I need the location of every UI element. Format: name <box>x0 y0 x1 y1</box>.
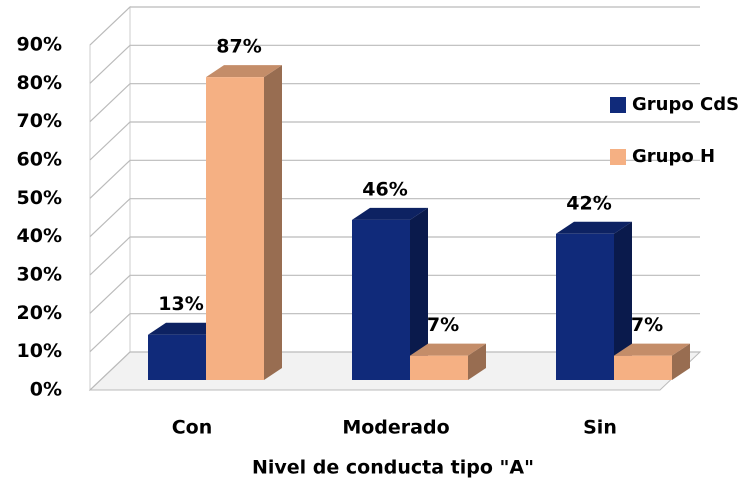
bar <box>614 355 672 380</box>
bar <box>352 219 410 380</box>
grid-line <box>89 198 700 238</box>
bar-side <box>614 221 632 380</box>
bar-top <box>352 207 428 220</box>
value-label: 13% <box>158 293 203 315</box>
y-tick-label: 60% <box>17 149 62 171</box>
x-tick-label: Con <box>172 417 213 439</box>
bar-top <box>148 322 224 335</box>
bar <box>410 355 468 380</box>
value-label: 7% <box>631 314 663 336</box>
grid-line <box>89 83 700 123</box>
grid-line <box>89 274 700 314</box>
bar-top <box>556 221 632 234</box>
x-tick-label: Sin <box>583 417 617 439</box>
bar-top <box>614 343 690 356</box>
bar-top <box>410 343 486 356</box>
bar <box>206 77 264 380</box>
y-tick-label: 0% <box>30 379 62 401</box>
bar <box>556 233 614 380</box>
x-axis-title: Nivel de conducta tipo "A" <box>252 457 534 479</box>
y-tick-label: 10% <box>17 340 62 362</box>
y-tick-label: 80% <box>17 72 62 94</box>
grid-line <box>89 351 700 391</box>
y-tick-label: 30% <box>17 264 62 286</box>
legend-label: Grupo CdS <box>632 94 739 115</box>
y-tick-label: 20% <box>17 302 62 324</box>
legend-label: Grupo H <box>632 146 715 167</box>
grid-line <box>89 6 700 46</box>
y-tick-label: 70% <box>17 110 62 132</box>
y-tick-label: 90% <box>17 34 62 56</box>
value-label: 42% <box>566 192 611 214</box>
value-label: 7% <box>427 314 459 336</box>
y-tick-label: 40% <box>17 225 62 247</box>
grid-line <box>89 236 700 276</box>
legend-swatch <box>610 149 626 165</box>
y-tick-label: 50% <box>17 187 62 209</box>
grid-line <box>89 159 700 199</box>
bar-side <box>410 207 428 380</box>
bar-side <box>672 343 690 380</box>
bar-top <box>206 65 282 78</box>
grid-line <box>89 44 700 84</box>
grid-line <box>89 121 700 161</box>
legend-swatch <box>610 97 626 113</box>
value-label: 87% <box>216 36 261 58</box>
grid-line <box>89 313 700 353</box>
x-tick-label: Moderado <box>342 417 449 439</box>
bar <box>148 334 206 380</box>
value-label: 46% <box>362 178 407 200</box>
bar-side <box>264 65 282 380</box>
bar-side <box>468 343 486 380</box>
